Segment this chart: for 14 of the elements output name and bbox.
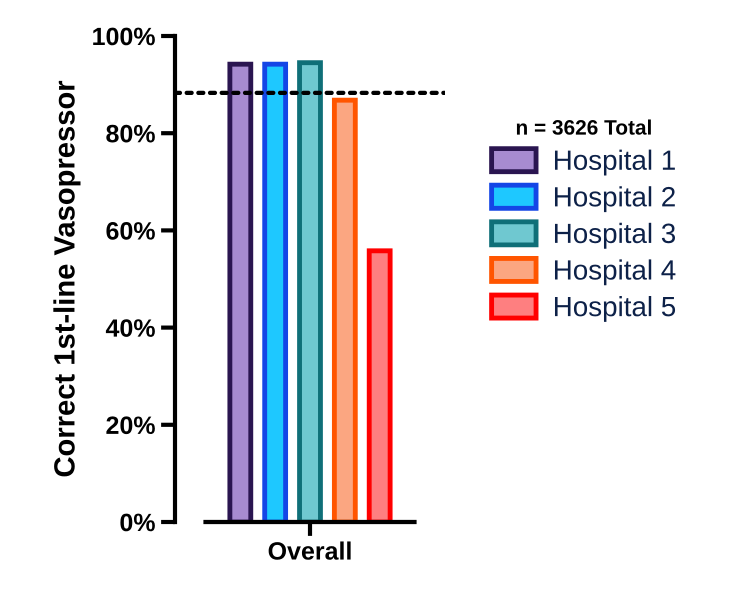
legend-label: Hospital 2 bbox=[554, 186, 675, 212]
y-axis-title: Correct 1st-line Vasopressor bbox=[53, 80, 81, 476]
legend-label: Hospital 3 bbox=[554, 222, 676, 249]
y-tick-label: 100% bbox=[93, 28, 155, 46]
legend-label: Hospital 5 bbox=[554, 296, 676, 322]
y-tick-label: 60% bbox=[106, 222, 155, 240]
legend-label: Hospital 1 bbox=[554, 150, 675, 176]
y-tick-label: 0% bbox=[120, 514, 155, 532]
y-tick-label: 40% bbox=[106, 319, 155, 337]
legend-label: Hospital 4 bbox=[554, 259, 676, 286]
y-tick-label: 80% bbox=[106, 124, 155, 143]
legend-title: n = 3626 Total bbox=[516, 119, 651, 135]
x-tick-label: Overall bbox=[268, 541, 351, 560]
y-tick-label: 20% bbox=[106, 416, 155, 434]
